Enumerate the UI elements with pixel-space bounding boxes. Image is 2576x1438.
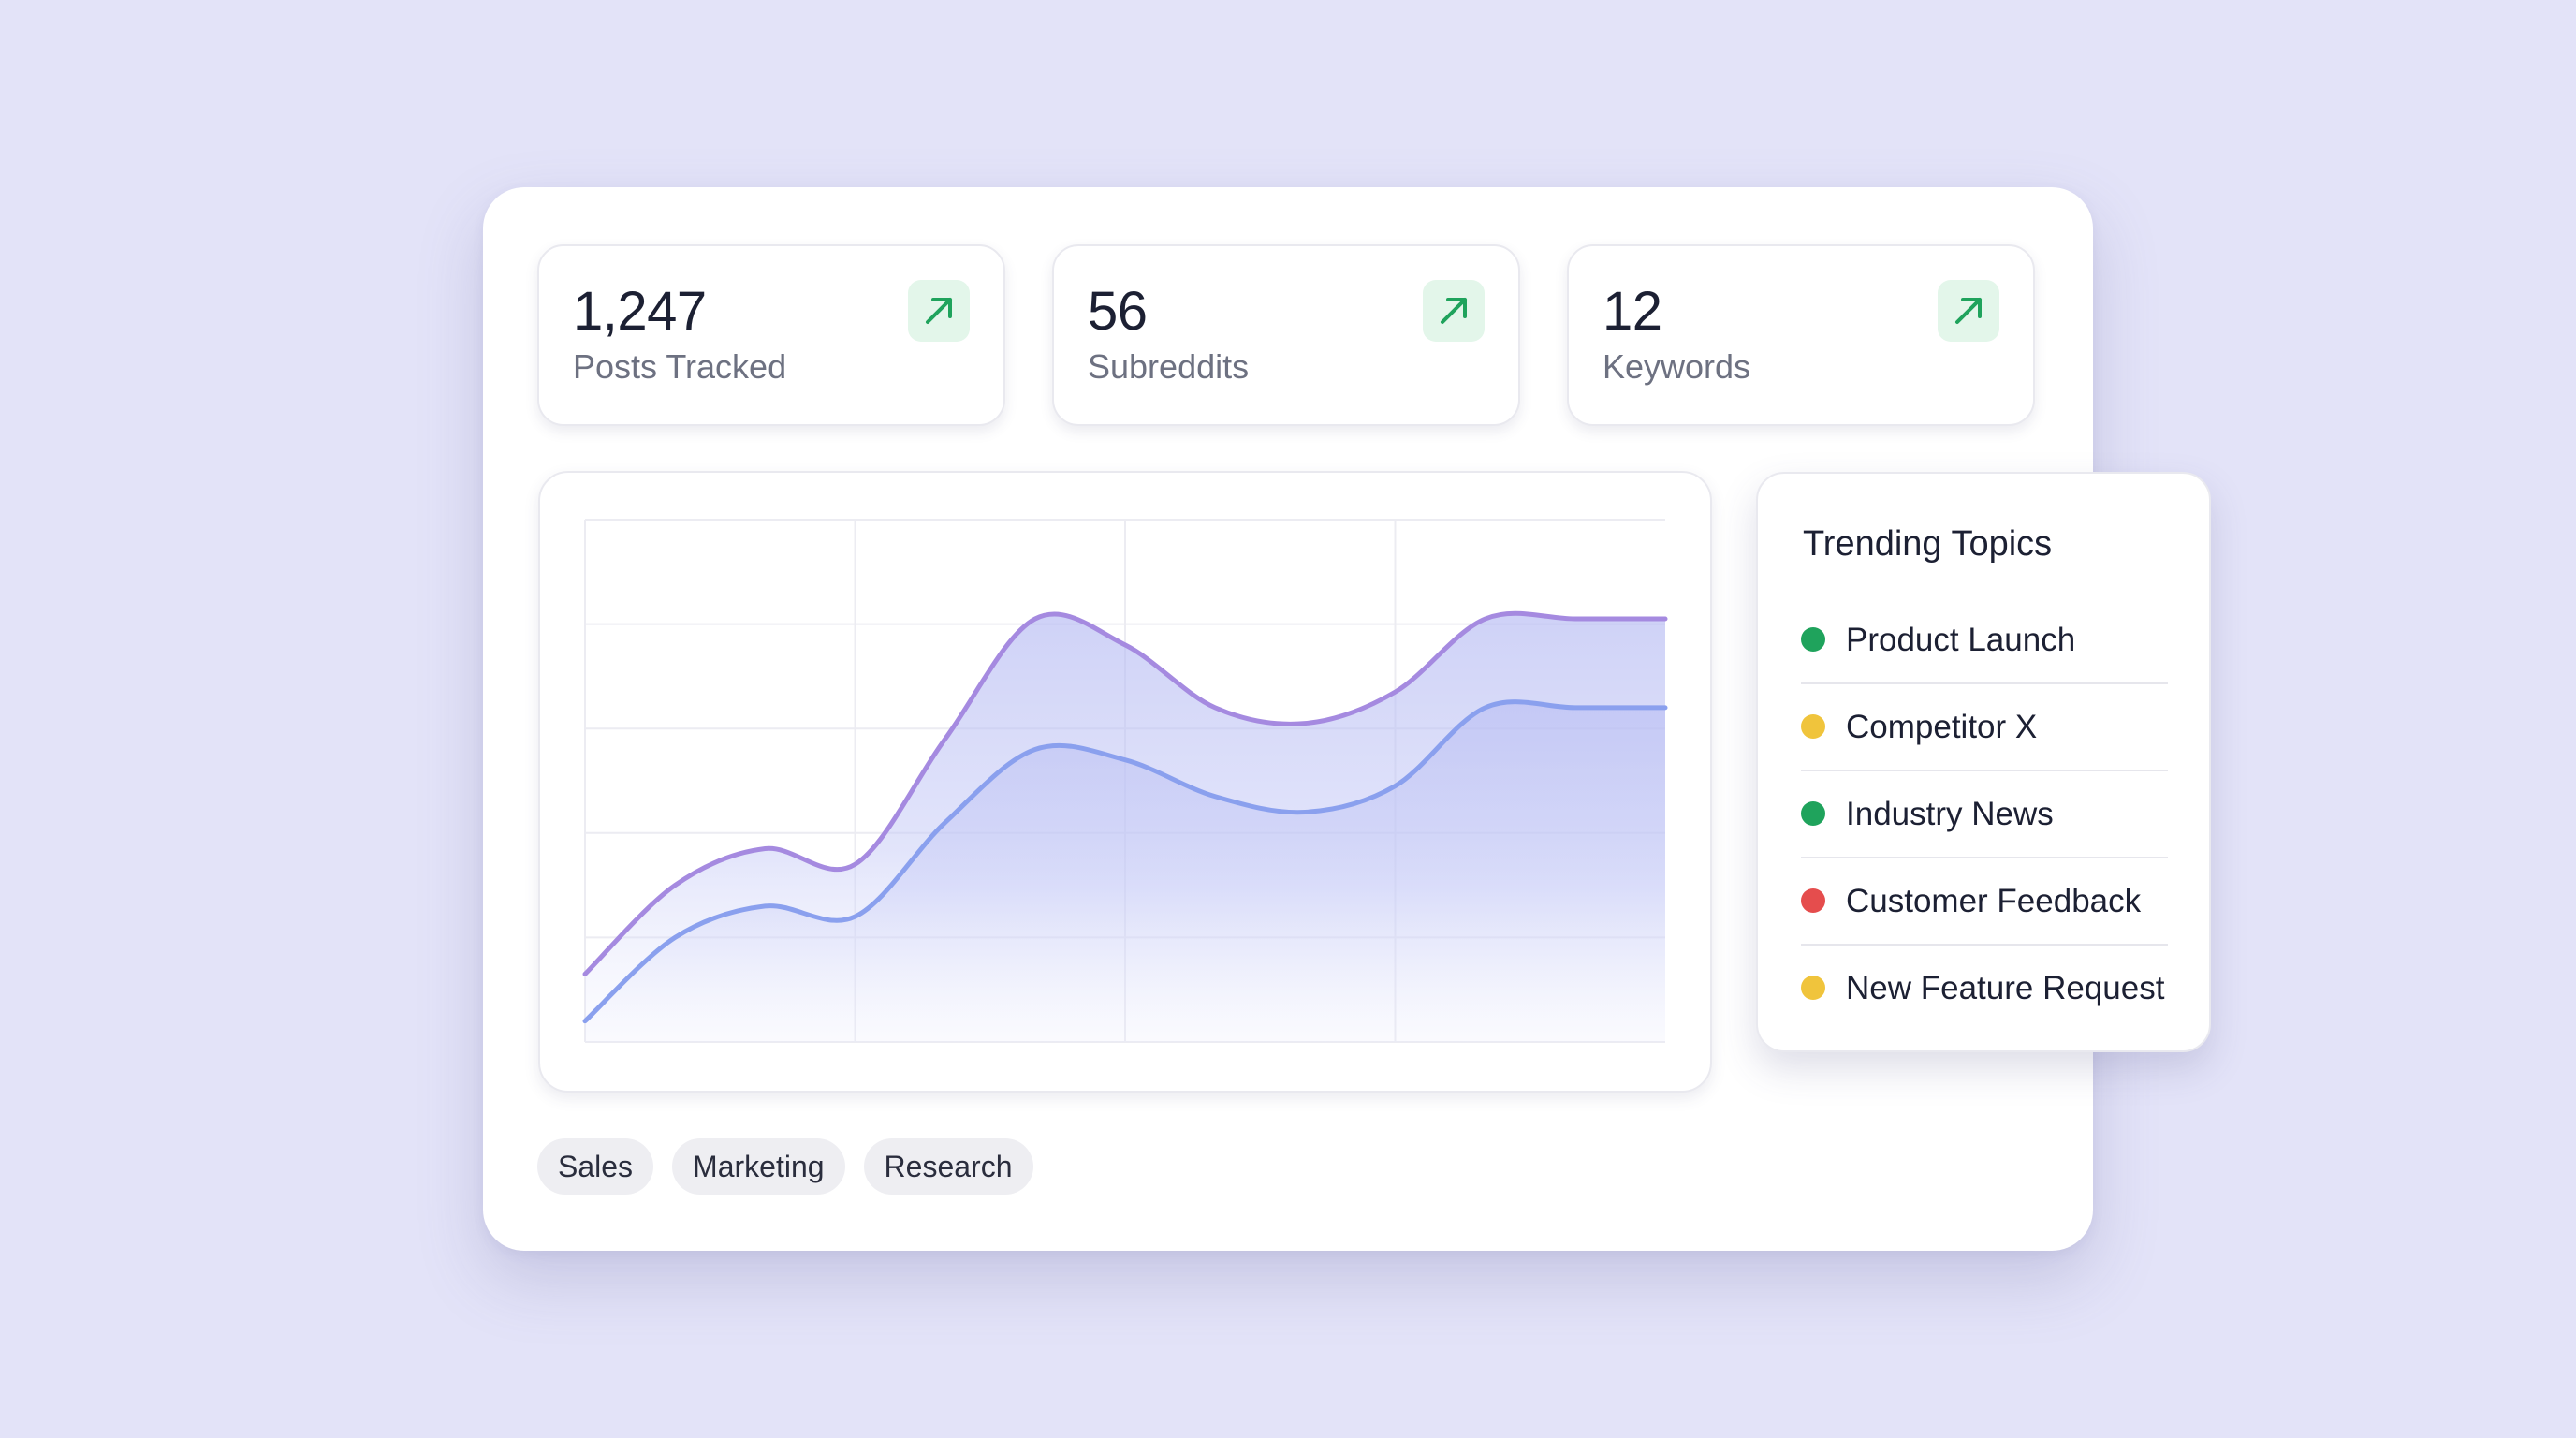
tag-sales[interactable]: Sales [537, 1138, 654, 1195]
stat-label: Posts Tracked [573, 347, 787, 386]
series-line-0[interactable] [582, 610, 1668, 976]
topic-label: Competitor X [1846, 709, 2038, 745]
arrow-up-right-icon [1423, 280, 1485, 342]
status-dot-icon [1801, 627, 1825, 652]
series-line-1[interactable] [582, 699, 1668, 1024]
status-dot-icon [1801, 801, 1825, 826]
stat-value: 56 [1088, 281, 1148, 342]
stat-value: 1,247 [573, 281, 707, 342]
stat-label: Keywords [1603, 347, 1751, 386]
trending-topics-panel: Trending Topics Product Launch Competito… [1756, 472, 2211, 1052]
stat-card-keywords[interactable]: 12 Keywords [1567, 244, 2035, 426]
tag-marketing[interactable]: Marketing [672, 1138, 845, 1195]
topic-item[interactable]: Customer Feedback [1801, 858, 2168, 946]
topic-item[interactable]: Competitor X [1801, 684, 2168, 771]
topic-list: Product Launch Competitor X Industry New… [1801, 597, 2168, 1033]
arrow-up-right-icon [1938, 280, 1999, 342]
topic-item[interactable]: Industry News [1801, 771, 2168, 858]
arrow-up-right-icon [908, 280, 970, 342]
stat-value: 12 [1603, 281, 1662, 342]
tag-research[interactable]: Research [863, 1138, 1033, 1195]
status-dot-icon [1801, 714, 1825, 739]
activity-chart [582, 519, 1668, 1043]
topic-item[interactable]: New Feature Request [1801, 946, 2168, 1033]
tag-list: Sales Marketing Research [537, 1138, 1033, 1195]
topic-label: New Feature Request [1846, 970, 2165, 1006]
activity-chart-card [538, 471, 1712, 1093]
trending-title: Trending Topics [1803, 524, 2053, 564]
topic-label: Customer Feedback [1846, 883, 2142, 919]
status-dot-icon [1801, 888, 1825, 913]
topic-item[interactable]: Product Launch [1801, 597, 2168, 684]
stat-card-posts[interactable]: 1,247 Posts Tracked [537, 244, 1005, 426]
status-dot-icon [1801, 976, 1825, 1000]
stat-card-subreddits[interactable]: 56 Subreddits [1052, 244, 1520, 426]
topic-label: Product Launch [1846, 622, 2076, 658]
topic-label: Industry News [1846, 796, 2054, 832]
stat-label: Subreddits [1088, 347, 1250, 386]
